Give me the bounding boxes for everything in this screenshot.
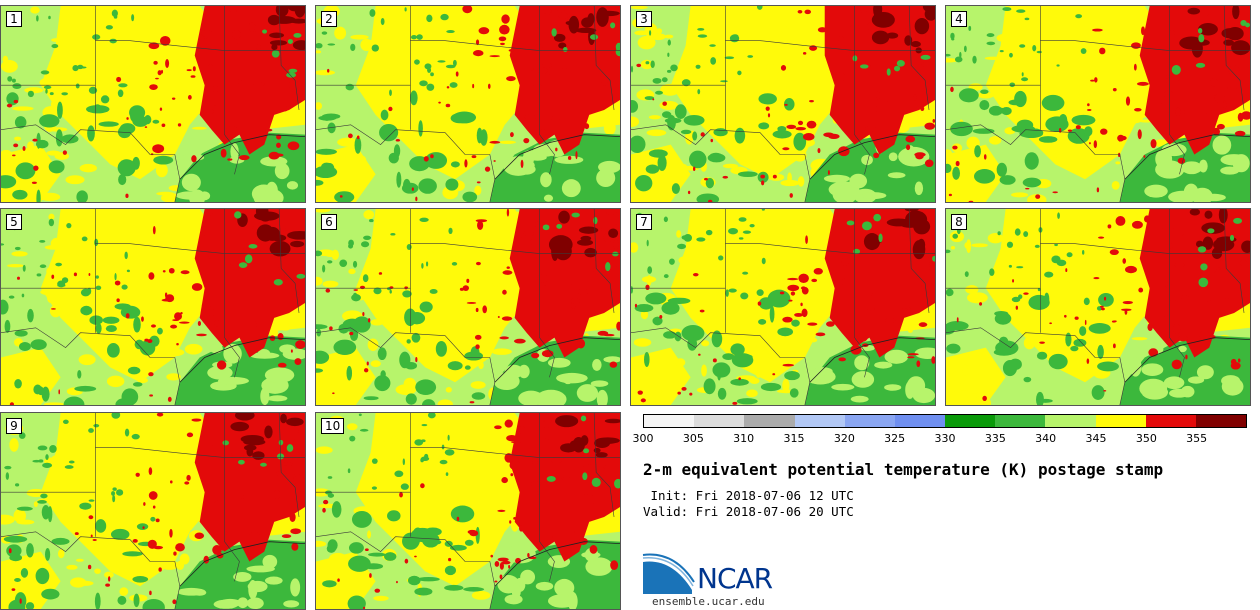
colorbar-swatch bbox=[945, 415, 996, 427]
colorbar-tick-label: 300 bbox=[632, 432, 654, 445]
temperature-map bbox=[631, 6, 935, 202]
temperature-map bbox=[316, 413, 620, 609]
member-number-label: 10 bbox=[321, 418, 345, 434]
member-number-label: 8 bbox=[951, 214, 967, 230]
colorbar-tick-label: 335 bbox=[984, 432, 1006, 445]
colorbar-swatch bbox=[1195, 415, 1247, 427]
member-number-label: 5 bbox=[6, 214, 22, 230]
member-number-label: 6 bbox=[321, 214, 337, 230]
colorbar-tick-label: 345 bbox=[1085, 432, 1107, 445]
colorbar-swatch bbox=[1095, 415, 1146, 427]
temperature-map bbox=[1, 413, 305, 609]
ensemble-member-panel: 5 bbox=[0, 208, 306, 406]
temperature-map bbox=[316, 6, 620, 202]
temperature-map bbox=[1, 209, 305, 405]
plot-title: 2-m equivalent potential temperature (K)… bbox=[643, 460, 1164, 479]
ensemble-member-panel: 9 bbox=[0, 412, 306, 610]
temperature-map bbox=[946, 6, 1250, 202]
temperature-map bbox=[631, 209, 935, 405]
logo-url: ensemble.ucar.edu bbox=[652, 595, 765, 608]
temperature-map bbox=[1, 6, 305, 202]
member-number-label: 3 bbox=[636, 11, 652, 27]
ensemble-member-panel: 3 bbox=[630, 5, 936, 203]
ensemble-member-panel: 7 bbox=[630, 208, 936, 406]
ensemble-member-panel: 2 bbox=[315, 5, 621, 203]
colorbar-swatch bbox=[744, 415, 795, 427]
colorbar-tick-label: 325 bbox=[884, 432, 906, 445]
colorbar-swatch bbox=[644, 415, 695, 427]
valid-time: Valid: Fri 2018-07-06 20 UTC bbox=[643, 504, 854, 519]
member-number-label: 9 bbox=[6, 418, 22, 434]
member-number-label: 2 bbox=[321, 11, 337, 27]
member-number-label: 7 bbox=[636, 214, 652, 230]
colorbar-tick-label: 320 bbox=[833, 432, 855, 445]
colorbar-tick-label: 340 bbox=[1035, 432, 1057, 445]
colorbar-tick-label: 310 bbox=[733, 432, 755, 445]
ensemble-member-panel: 8 bbox=[945, 208, 1251, 406]
colorbar-tick-label: 305 bbox=[682, 432, 704, 445]
colorbar-swatch bbox=[694, 415, 745, 427]
temperature-map bbox=[316, 209, 620, 405]
ncar-logo-icon bbox=[642, 553, 695, 594]
ensemble-member-panel: 4 bbox=[945, 5, 1251, 203]
colorbar-swatch bbox=[794, 415, 845, 427]
colorbar-tick-label: 315 bbox=[783, 432, 805, 445]
ensemble-member-panel: 1 bbox=[0, 5, 306, 203]
colorbar-swatch bbox=[1145, 415, 1196, 427]
member-number-label: 1 bbox=[6, 11, 22, 27]
colorbar-tick-label: 355 bbox=[1186, 432, 1208, 445]
colorbar-ticks: 300 305 310 315 320 325 330 335 340 345 350 355 bbox=[633, 432, 1247, 446]
ensemble-member-panel: 10 bbox=[315, 412, 621, 610]
init-time: Init: Fri 2018-07-06 12 UTC bbox=[643, 488, 854, 503]
colorbar-tick-label: 350 bbox=[1135, 432, 1157, 445]
colorbar-swatch bbox=[995, 415, 1046, 427]
temperature-map bbox=[946, 209, 1250, 405]
colorbar-swatch bbox=[894, 415, 946, 427]
logo-name: NCAR bbox=[697, 562, 773, 595]
colorbar-tick-label: 330 bbox=[934, 432, 956, 445]
member-number-label: 4 bbox=[951, 11, 967, 27]
colorbar-swatch bbox=[844, 415, 895, 427]
colorbar-swatch bbox=[1045, 415, 1096, 427]
colorbar bbox=[643, 414, 1247, 428]
ensemble-member-panel: 6 bbox=[315, 208, 621, 406]
